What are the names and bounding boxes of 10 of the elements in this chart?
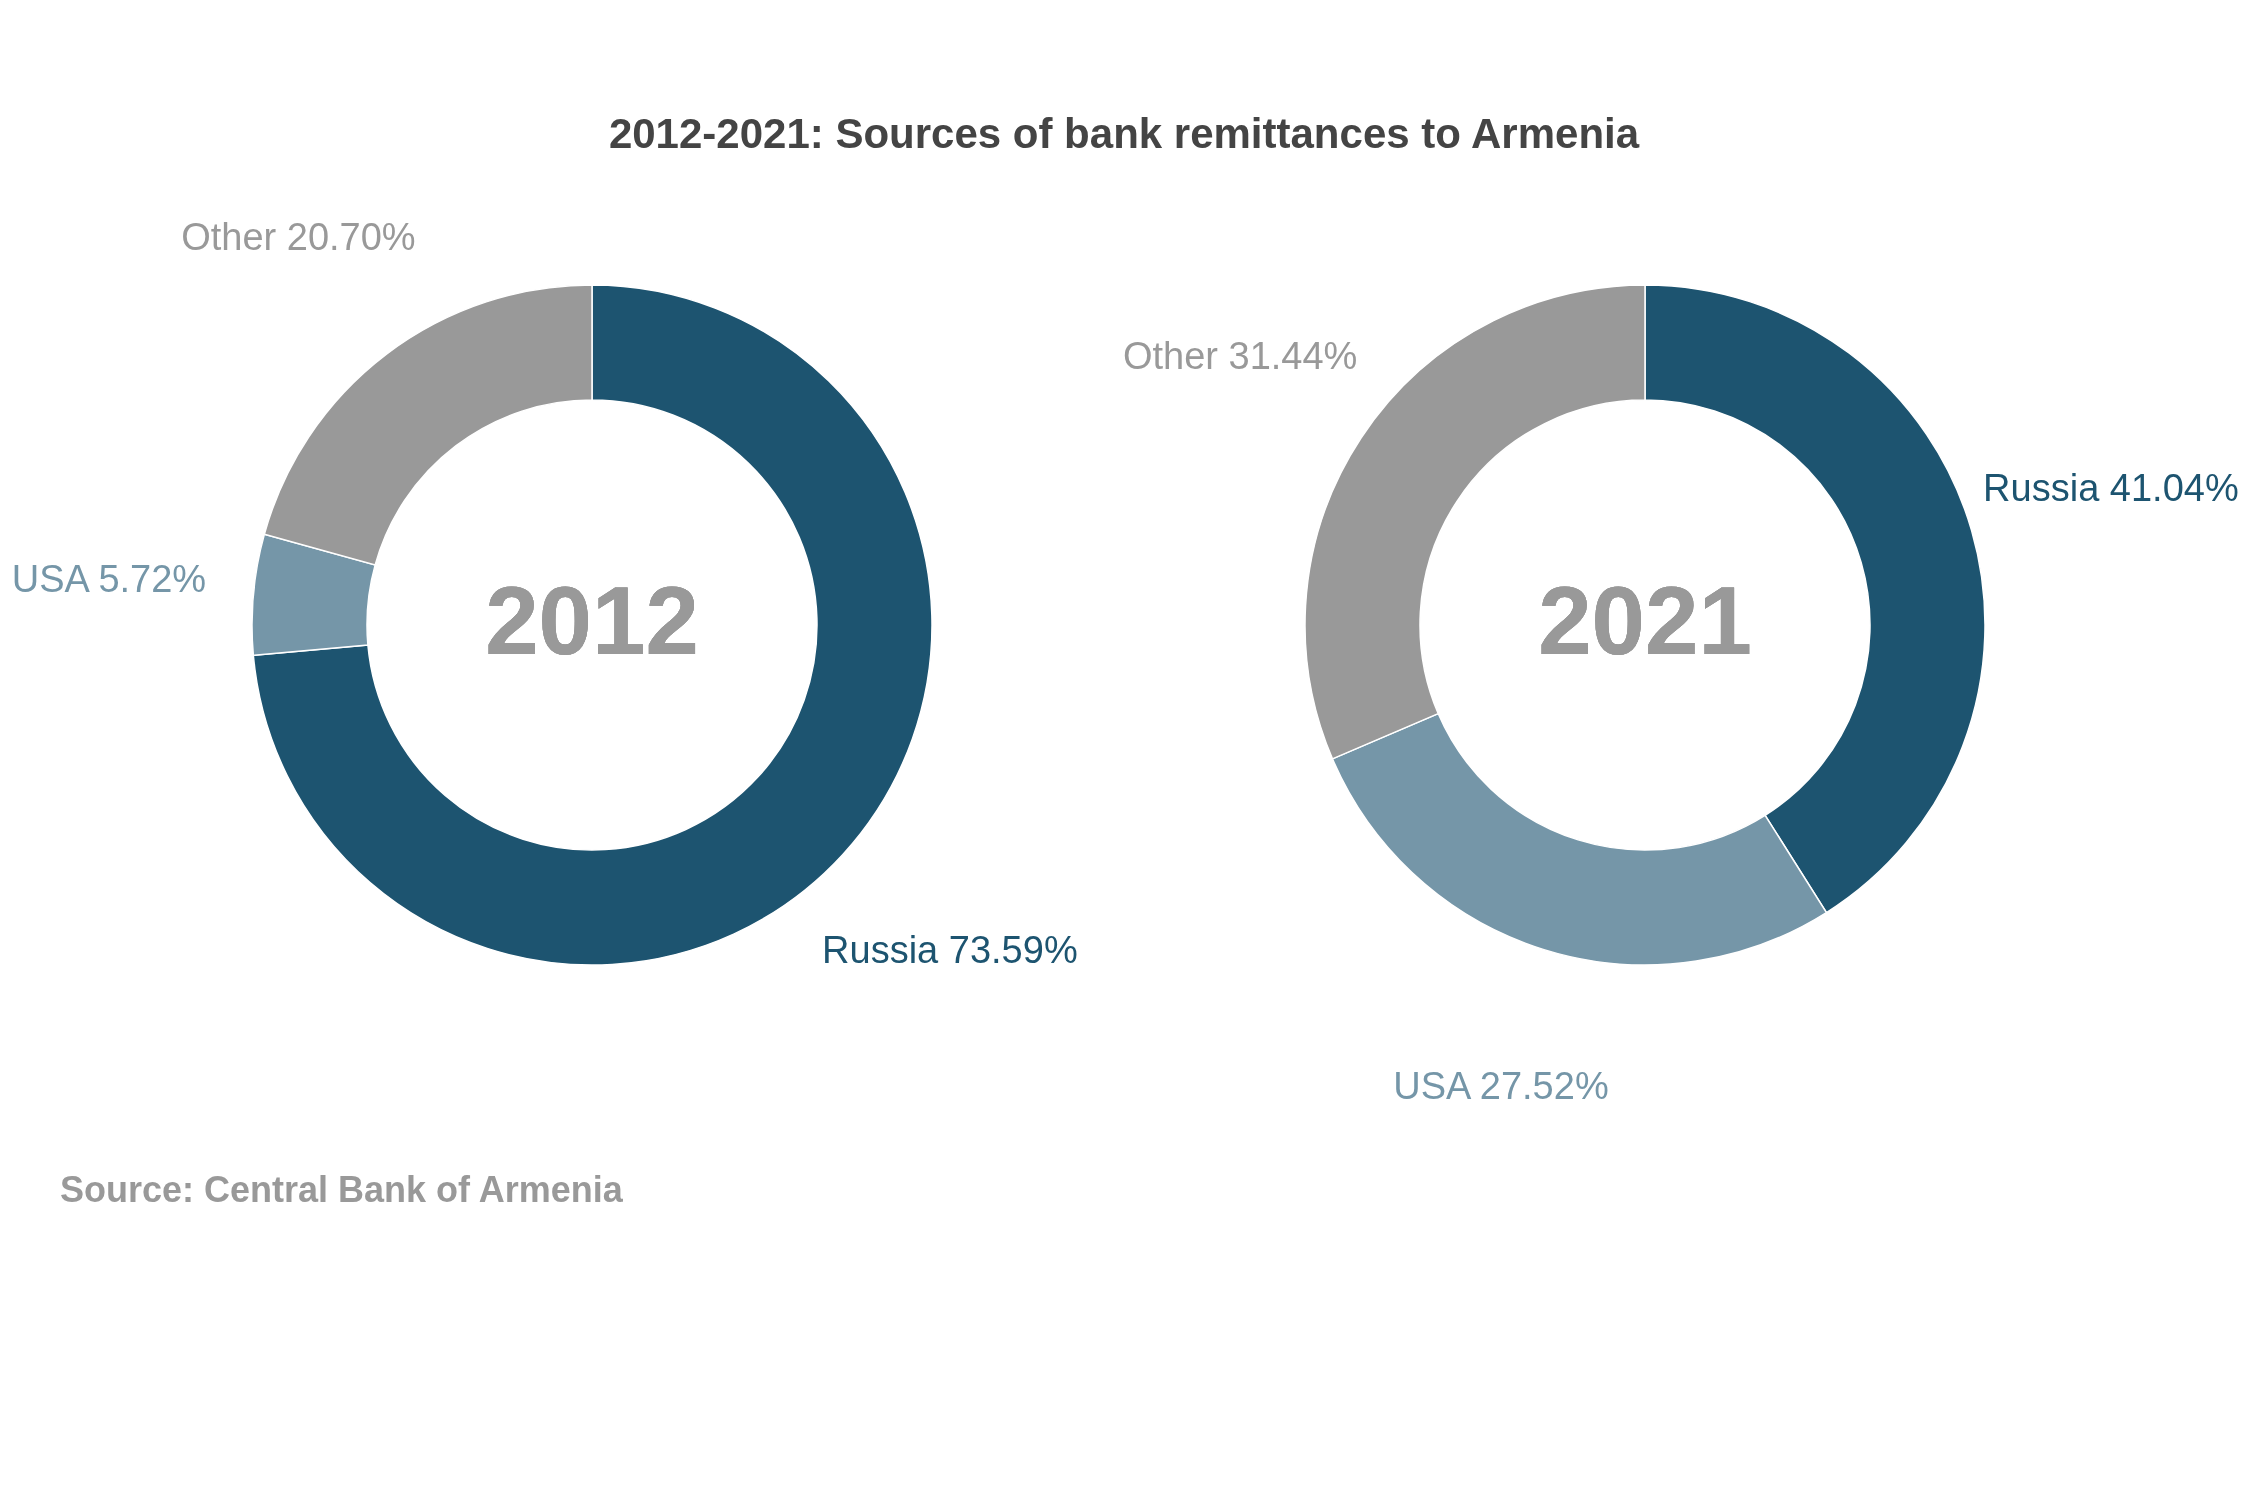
slice-label: USA 27.52% [1392, 1065, 1609, 1108]
slice-label: Russia 41.04% [1982, 467, 2239, 510]
slice-label: Other 20.70% [180, 215, 416, 258]
source-note: Source: Central Bank of Armenia [60, 1169, 624, 1211]
slice-label: Other 31.44% [1122, 334, 1357, 377]
text: 2012 [484, 567, 699, 674]
text: 2021 [1537, 567, 1752, 674]
slice-label: USA 5.72% [11, 558, 206, 601]
chart-title: 2012-2021: Sources of bank remittances to Armenia [607, 110, 1641, 159]
slice-label: Russia 73.59% [821, 929, 1078, 972]
